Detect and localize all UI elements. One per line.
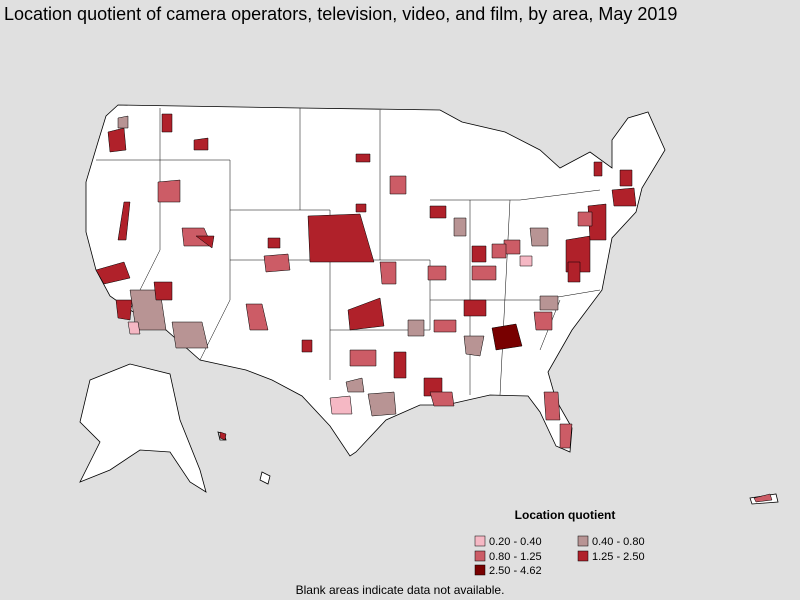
state-lines <box>499 199 511 396</box>
map-title: Location quotient of camera operators, t… <box>4 4 677 24</box>
shaded-area <box>267 237 281 249</box>
shaded-area <box>171 321 209 349</box>
shaded-area <box>753 493 773 503</box>
legend-label: 1.25 - 2.50 <box>592 551 645 563</box>
shaded-area <box>115 299 133 321</box>
shaded-area <box>349 349 377 367</box>
shaded-area <box>407 319 425 337</box>
state-lines <box>430 189 601 201</box>
shaded-area <box>463 335 485 357</box>
shaded-area <box>193 137 209 151</box>
shaded-area <box>453 217 467 237</box>
shaded-area <box>161 113 173 133</box>
state-lines <box>96 159 231 361</box>
shaded-area <box>307 213 375 263</box>
shaded-area <box>543 391 561 421</box>
shaded-area <box>503 239 521 255</box>
shaded-area <box>219 431 227 441</box>
us-map <box>79 104 779 505</box>
legend-swatch <box>474 550 486 562</box>
legend-label: 2.50 - 4.62 <box>489 565 542 577</box>
legend-swatch <box>474 564 486 576</box>
shaded-area <box>577 211 593 227</box>
shaded-area <box>263 253 291 273</box>
shaded-area <box>471 245 487 263</box>
shaded-area <box>393 351 407 379</box>
shaded-area <box>463 299 487 317</box>
shaded-area <box>127 321 141 335</box>
hawaii-island <box>259 471 271 485</box>
legend-title: Location quotient <box>515 508 616 522</box>
shaded-area <box>367 391 397 417</box>
shaded-area <box>533 311 553 331</box>
legend-label: 0.80 - 1.25 <box>489 551 542 563</box>
shaded-area <box>389 175 407 195</box>
shaded-area <box>567 261 581 283</box>
shaded-area <box>95 261 131 285</box>
shaded-area <box>157 179 181 203</box>
shaded-area <box>491 323 523 351</box>
shaded-area <box>491 243 507 259</box>
shaded-area <box>117 115 129 129</box>
legend-swatch <box>577 535 589 547</box>
shaded-area <box>117 201 131 241</box>
shaded-area <box>355 153 371 163</box>
shaded-area <box>427 265 447 281</box>
shaded-area <box>345 377 365 393</box>
footnote: Blank areas indicate data not available. <box>296 583 505 597</box>
shaded-area <box>429 391 455 407</box>
shaded-area <box>433 319 457 333</box>
shaded-area <box>593 161 603 177</box>
shaded-area <box>153 281 173 301</box>
shaded-area <box>539 295 559 311</box>
shaded-area <box>347 297 385 331</box>
shaded-area <box>195 235 215 249</box>
shaded-area <box>519 255 533 267</box>
shaded-area <box>245 303 269 331</box>
alaska <box>79 363 207 493</box>
shaded-area <box>429 205 447 219</box>
shaded-area <box>301 339 313 353</box>
shaded-area <box>611 187 637 207</box>
shaded-area <box>355 203 367 213</box>
shaded-area <box>619 169 633 187</box>
shaded-area <box>379 261 397 285</box>
legend-swatch <box>474 535 486 547</box>
shaded-area <box>107 127 127 153</box>
legend-label: 0.20 - 0.40 <box>489 536 542 548</box>
legend-label: 0.40 - 0.80 <box>592 536 645 548</box>
shaded-area <box>559 423 573 449</box>
shaded-area <box>329 395 353 415</box>
shaded-area <box>529 227 549 247</box>
legend-swatch <box>577 550 589 562</box>
shaded-area <box>471 265 497 281</box>
shaded-area <box>587 203 607 241</box>
